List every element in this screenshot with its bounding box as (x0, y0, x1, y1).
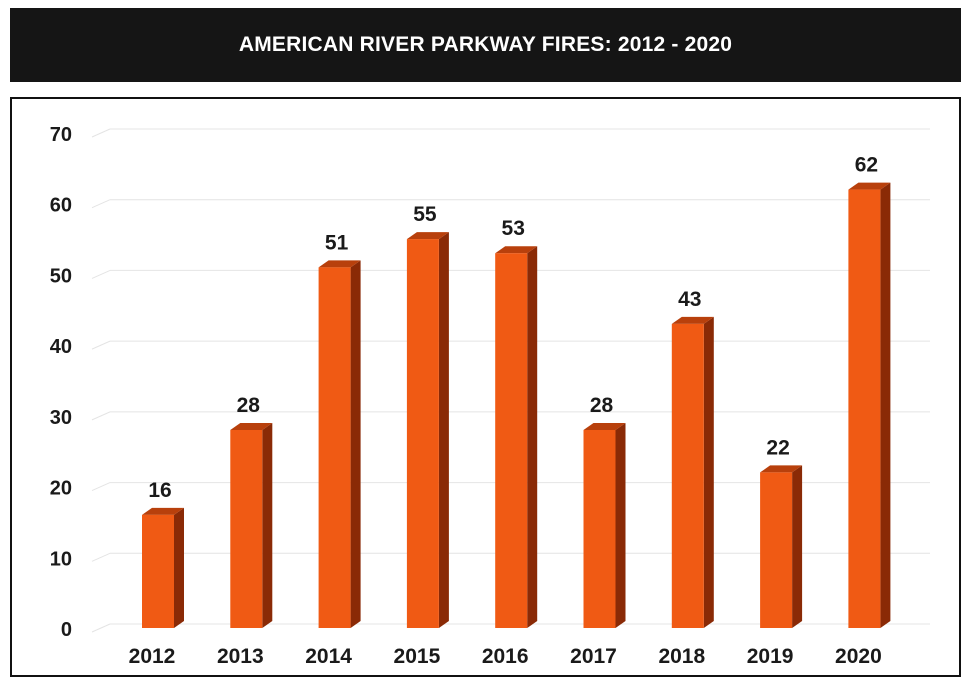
bar-top (848, 182, 891, 190)
grid-line-diag (91, 411, 111, 421)
x-tick-label: 2017 (570, 645, 617, 668)
data-label: 53 (502, 217, 525, 240)
bar (848, 189, 881, 629)
bar-top (318, 260, 361, 268)
y-tick-label: 30 (50, 407, 72, 429)
y-tick-label: 10 (50, 548, 72, 570)
x-tick-label: 2020 (835, 645, 882, 668)
x-tick-label: 2013 (217, 645, 264, 668)
data-label: 62 (855, 154, 878, 177)
bar (671, 323, 704, 628)
grid-line-diag (91, 623, 111, 633)
bar-top (671, 316, 714, 324)
y-tick-label: 50 (50, 265, 72, 287)
chart-title-bar: AMERICAN RIVER PARKWAY FIRES: 2012 - 202… (10, 8, 961, 82)
bar-top (406, 232, 449, 240)
bar-side (438, 232, 449, 629)
x-tick-label: 2014 (305, 645, 352, 668)
data-label: 28 (237, 394, 261, 417)
x-tick-label: 2016 (482, 645, 529, 668)
y-tick-label: 20 (50, 478, 72, 500)
chart-title: AMERICAN RIVER PARKWAY FIRES: 2012 - 202… (238, 33, 733, 56)
bar (406, 239, 439, 629)
x-tick-label: 2012 (129, 645, 176, 668)
bar-side (792, 465, 803, 628)
grid-line-diag (91, 552, 111, 562)
bar-side (350, 260, 361, 628)
grid-line-diag (91, 199, 111, 209)
grid-line-diag (91, 128, 111, 138)
bar-top (760, 465, 803, 473)
bar-side (174, 507, 184, 628)
bar-top (583, 423, 626, 430)
bar-top (142, 507, 184, 515)
bar (495, 253, 528, 628)
bar-side (262, 423, 273, 628)
y-tick-label: 40 (50, 336, 72, 358)
bar-top (495, 246, 538, 254)
data-label: 16 (148, 479, 171, 502)
bar-top (230, 423, 273, 430)
bar (230, 430, 263, 628)
bar (318, 267, 351, 628)
bar-side (880, 182, 891, 629)
bar (760, 472, 793, 628)
y-tick-label: 0 (61, 619, 72, 641)
x-tick-label: 2019 (747, 645, 794, 668)
bar (142, 514, 174, 628)
y-tick-label: 60 (50, 195, 72, 217)
grid-line-diag (91, 482, 111, 492)
y-tick-label: 70 (50, 124, 72, 146)
data-label: 43 (678, 288, 701, 311)
bar (583, 430, 616, 628)
x-tick-label: 2015 (394, 645, 441, 668)
x-tick-label: 2018 (658, 645, 705, 668)
bar-side (703, 316, 714, 628)
grid-line-diag (91, 269, 111, 279)
data-label: 51 (325, 231, 349, 254)
bar-side (527, 246, 538, 628)
bar-side (615, 423, 626, 628)
data-label: 28 (590, 394, 614, 417)
data-label: 22 (766, 436, 789, 459)
data-label: 55 (413, 203, 437, 226)
grid-line-diag (91, 340, 111, 350)
